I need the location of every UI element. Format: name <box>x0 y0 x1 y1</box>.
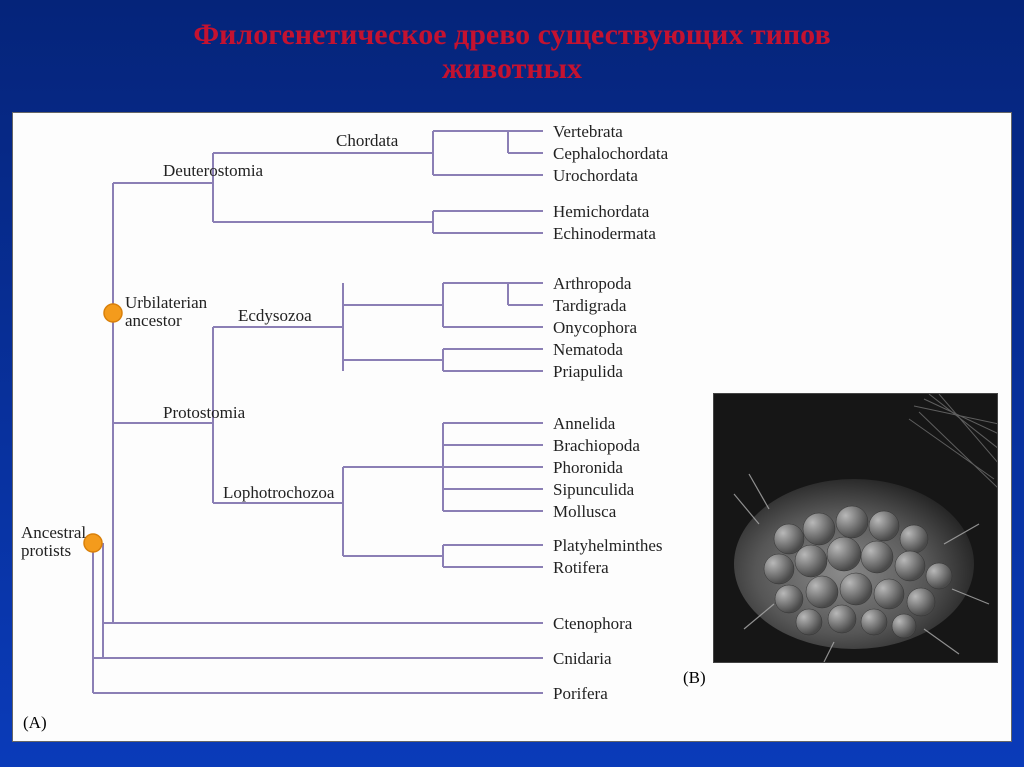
leaf-onycophora: Onycophora <box>553 318 637 338</box>
lophotrochozoa-label: Lophotrochozoa <box>223 483 334 503</box>
panel-b-label: (B) <box>683 668 706 688</box>
leaf-urochordata: Urochordata <box>553 166 638 186</box>
urbilaterian-node <box>104 304 122 322</box>
leaf-phoronida: Phoronida <box>553 458 623 478</box>
leaf-nematoda: Nematoda <box>553 340 623 360</box>
leaf-rotifera: Rotifera <box>553 558 609 578</box>
leaf-cnidaria: Cnidaria <box>553 649 612 669</box>
leaf-tardigrada: Tardigrada <box>553 296 626 316</box>
root-label-2: protists <box>21 541 71 561</box>
leaf-cephalochordata: Cephalochordata <box>553 144 668 164</box>
root-label-1: Ancestral <box>21 523 86 543</box>
leaf-annelida: Annelida <box>553 414 615 434</box>
leaf-porifera: Porifera <box>553 684 608 704</box>
leaf-platyhelminthes: Platyhelminthes <box>553 536 663 556</box>
urbilaterian-label-1: Urbilaterian <box>125 293 207 313</box>
leaf-sipunculida: Sipunculida <box>553 480 634 500</box>
ancestral-protists-node <box>84 534 102 552</box>
leaf-mollusca: Mollusca <box>553 502 616 522</box>
leaf-ctenophora: Ctenophora <box>553 614 632 634</box>
figure-panel: Ancestral protists Urbilaterian ancestor… <box>12 112 1012 742</box>
sem-image-icon <box>714 394 998 663</box>
ecdysozoa-label: Ecdysozoa <box>238 306 312 326</box>
title-line-1: Филогенетическое древо существующих типо… <box>40 18 984 52</box>
slide: Филогенетическое древо существующих типо… <box>0 0 1024 767</box>
chordata-label: Chordata <box>336 131 398 151</box>
deuterostomia-label: Deuterostomia <box>163 161 263 181</box>
panel-a-label: (A) <box>23 713 47 733</box>
urbilaterian-label-2: ancestor <box>125 311 182 331</box>
protostomia-label: Protostomia <box>163 403 245 423</box>
sem-image-panel <box>713 393 998 663</box>
leaf-brachiopoda: Brachiopoda <box>553 436 640 456</box>
leaf-echinodermata: Echinodermata <box>553 224 656 244</box>
leaf-arthropoda: Arthropoda <box>553 274 631 294</box>
leaf-vertebrata: Vertebrata <box>553 122 623 142</box>
leaf-hemichordata: Hemichordata <box>553 202 649 222</box>
slide-title: Филогенетическое древо существующих типо… <box>0 0 1024 96</box>
title-line-2: животных <box>40 52 984 86</box>
leaf-priapulida: Priapulida <box>553 362 623 382</box>
